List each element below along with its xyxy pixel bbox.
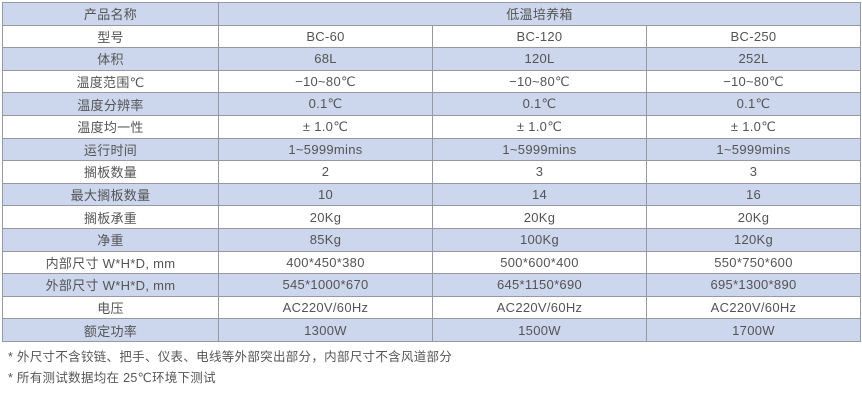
value-cell: −10~80℃ (432, 69, 647, 94)
value-cell: 2 (218, 160, 433, 184)
value-cell: 3 (432, 160, 647, 184)
product-spec-table: 产品名称 低温培养箱 型号 BC-60 BC-120 BC-250 体积 68L… (2, 2, 861, 342)
value-cell: 1500W (432, 318, 647, 342)
value-cell: 1~5999mins (646, 137, 861, 162)
table-row-model: 型号 BC-60 BC-120 BC-250 (2, 24, 861, 49)
row-label-cell: 型号 (2, 24, 219, 49)
value-cell: 400*450*380 (218, 250, 433, 275)
value-cell: 20Kg (646, 205, 861, 229)
footnote-dimensions: * 外尺寸不含铰链、把手、仪表、电线等外部突出部分，内部尺寸不含风道部分 (8, 349, 453, 364)
table-row-rated-power: 额定功率 1300W 1500W 1700W (2, 318, 861, 342)
row-label-cell: 搁板数量 (2, 160, 219, 184)
row-label-cell: 净重 (2, 227, 219, 252)
value-cell: 1~5999mins (432, 137, 647, 162)
table-row-max-shelf-count: 最大搁板数量 10 14 16 (2, 182, 861, 207)
value-cell: BC-250 (646, 24, 861, 49)
value-cell: 20Kg (432, 205, 647, 229)
value-cell: 85Kg (218, 227, 433, 252)
table-row-temp-range: 温度范围℃ −10~80℃ −10~80℃ −10~80℃ (2, 69, 861, 94)
value-cell: AC220V/60Hz (646, 295, 861, 320)
value-cell: 20Kg (218, 205, 433, 229)
header-label-cell: 产品名称 (2, 2, 219, 26)
value-cell: 1700W (646, 318, 861, 342)
table-row-shelf-load: 搁板承重 20Kg 20Kg 20Kg (2, 205, 861, 229)
value-cell: ± 1.0℃ (432, 114, 647, 139)
value-cell: 645*1150*690 (432, 273, 647, 297)
row-label-cell: 搁板承重 (2, 205, 219, 229)
table-row-run-time: 运行时间 1~5999mins 1~5999mins 1~5999mins (2, 137, 861, 162)
row-label-cell: 温度分辨率 (2, 92, 219, 116)
value-cell: ± 1.0℃ (218, 114, 433, 139)
value-cell: 0.1℃ (218, 92, 433, 116)
value-cell: 1300W (218, 318, 433, 342)
row-label-cell: 额定功率 (2, 318, 219, 342)
value-cell: 545*1000*670 (218, 273, 433, 297)
value-cell: 0.1℃ (432, 92, 647, 116)
row-label-cell: 最大搁板数量 (2, 182, 219, 207)
table-row-volume: 体积 68L 120L 252L (2, 47, 861, 71)
value-cell: ± 1.0℃ (646, 114, 861, 139)
value-cell: 1~5999mins (218, 137, 433, 162)
value-cell: 16 (646, 182, 861, 207)
value-cell: 68L (218, 47, 433, 71)
row-label-cell: 体积 (2, 47, 219, 71)
value-cell: 100Kg (432, 227, 647, 252)
footnotes: * 外尺寸不含铰链、把手、仪表、电线等外部突出部分，内部尺寸不含风道部分 * 所… (8, 347, 860, 389)
value-cell: 10 (218, 182, 433, 207)
value-cell: AC220V/60Hz (432, 295, 647, 320)
table-row-inner-dimensions: 内部尺寸 W*H*D, mm 400*450*380 500*600*400 5… (2, 250, 861, 275)
row-label-cell: 温度均一性 (2, 114, 219, 139)
value-cell: 3 (646, 160, 861, 184)
value-cell: −10~80℃ (218, 69, 433, 94)
table-row-outer-dimensions: 外部尺寸 W*H*D, mm 545*1000*670 645*1150*690… (2, 273, 861, 297)
row-label-cell: 内部尺寸 W*H*D, mm (2, 250, 219, 275)
table-row-shelf-count: 搁板数量 2 3 3 (2, 160, 861, 184)
value-cell: 120L (432, 47, 647, 71)
value-cell: 695*1300*890 (646, 273, 861, 297)
value-cell: 14 (432, 182, 647, 207)
table-row-temp-uniformity: 温度均一性 ± 1.0℃ ± 1.0℃ ± 1.0℃ (2, 114, 861, 139)
value-cell: BC-120 (432, 24, 647, 49)
row-label-cell: 运行时间 (2, 137, 219, 162)
table-row-temp-resolution: 温度分辨率 0.1℃ 0.1℃ 0.1℃ (2, 92, 861, 116)
row-label-cell: 温度范围℃ (2, 69, 219, 94)
value-cell: AC220V/60Hz (218, 295, 433, 320)
footnote-test-conditions: * 所有测试数据均在 25℃环境下测试 (8, 370, 216, 385)
table-row-net-weight: 净重 85Kg 100Kg 120Kg (2, 227, 861, 252)
value-cell: BC-60 (218, 24, 433, 49)
table-header-row: 产品名称 低温培养箱 (2, 2, 861, 26)
value-cell: 0.1℃ (646, 92, 861, 116)
value-cell: 500*600*400 (432, 250, 647, 275)
row-label-cell: 电压 (2, 295, 219, 320)
row-label-cell: 外部尺寸 W*H*D, mm (2, 273, 219, 297)
header-value-cell: 低温培养箱 (218, 2, 861, 26)
table-row-voltage: 电压 AC220V/60Hz AC220V/60Hz AC220V/60Hz (2, 295, 861, 320)
value-cell: 120Kg (646, 227, 861, 252)
value-cell: 252L (646, 47, 861, 71)
value-cell: −10~80℃ (646, 69, 861, 94)
value-cell: 550*750*600 (646, 250, 861, 275)
